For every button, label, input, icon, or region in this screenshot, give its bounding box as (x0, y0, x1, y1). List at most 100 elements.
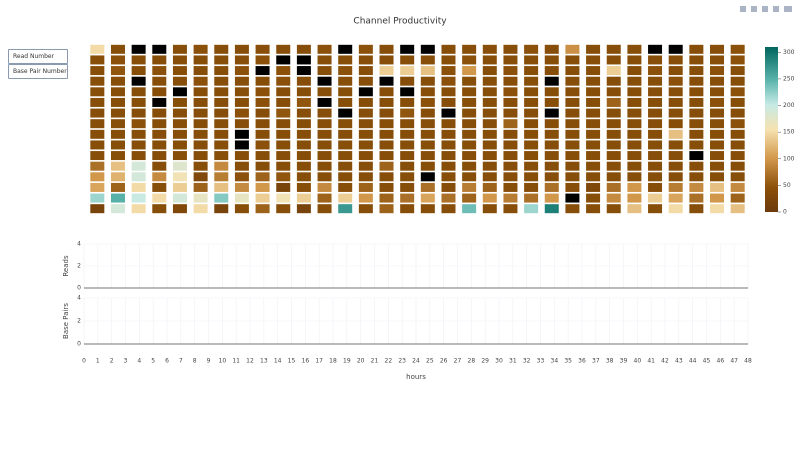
heatmap-cell (131, 87, 146, 97)
heatmap-cell (193, 76, 208, 86)
heatmap-cell (90, 172, 105, 182)
heatmap-cell (668, 193, 683, 203)
heatmap-cell (710, 151, 725, 161)
heatmap-cell (482, 108, 497, 118)
heatmap-cell (462, 182, 477, 192)
heatmap-cell (565, 182, 580, 192)
heatmap-cell (668, 161, 683, 171)
tool-icon[interactable] (740, 6, 746, 12)
x-tick-label: 11 (232, 358, 240, 365)
tool-icon[interactable] (751, 6, 757, 12)
heatmap-cell (214, 76, 229, 86)
heatmap-cell (462, 87, 477, 97)
missing-cell (668, 44, 683, 54)
heatmap-cell (606, 76, 621, 86)
heatmap-cell (586, 76, 601, 86)
x-tick-label: 37 (592, 358, 600, 365)
heatmap-cell (110, 108, 125, 118)
heatmap-cell (255, 172, 270, 182)
heatmap-cell (152, 76, 167, 86)
heatmap-cell (400, 76, 415, 86)
heatmap-cell (276, 151, 291, 161)
heatmap-cell (358, 151, 373, 161)
heatmap-cell (689, 140, 704, 150)
heatmap-cell (276, 76, 291, 86)
heatmap-cell (420, 55, 435, 65)
heatmap-cell (544, 119, 559, 129)
heatmap-cell (90, 119, 105, 129)
heatmap-cell (524, 55, 539, 65)
heatmap-cell (689, 161, 704, 171)
toolbar[interactable] (740, 6, 792, 12)
button[interactable]: Read Number (8, 49, 68, 64)
heatmap-cell (627, 44, 642, 54)
heatmap-cell (296, 108, 311, 118)
heatmap-cell (400, 55, 415, 65)
heatmap-cell (524, 129, 539, 139)
heatmap-cell (255, 44, 270, 54)
x-tick-label: 46 (717, 358, 725, 365)
tool-icon[interactable] (773, 6, 779, 12)
missing-cell (296, 55, 311, 65)
heatmap-cell (193, 182, 208, 192)
heatmap-cell (627, 151, 642, 161)
heatmap-cell (544, 55, 559, 65)
heatmap-cell (296, 129, 311, 139)
heatmap-cell (503, 76, 518, 86)
heatmap-cell (276, 129, 291, 139)
heatmap-cell (358, 182, 373, 192)
heatmap-cell (110, 151, 125, 161)
x-tick-label: 14 (274, 358, 282, 365)
missing-cell (358, 87, 373, 97)
heatmap-cell (648, 172, 663, 182)
heatmap-cell (689, 172, 704, 182)
heatmap-cell (648, 55, 663, 65)
x-tick-label: 32 (523, 358, 531, 365)
heatmap-cell (234, 182, 249, 192)
heatmap-cell (172, 119, 187, 129)
heatmap-cell (276, 182, 291, 192)
heatmap-cell (400, 66, 415, 76)
heatmap-cell (152, 140, 167, 150)
heatmap-cell (152, 193, 167, 203)
heatmap-cell (193, 204, 208, 214)
heatmap-cell (255, 97, 270, 107)
heatmap-cell (503, 129, 518, 139)
heatmap-cell (668, 172, 683, 182)
x-tick-label: 23 (398, 358, 406, 365)
heatmap-cell (255, 129, 270, 139)
heatmap-cell (710, 193, 725, 203)
heatmap-cell (627, 97, 642, 107)
heatmap-cell (317, 172, 332, 182)
tool-icon[interactable] (762, 6, 768, 12)
heatmap-cell (214, 161, 229, 171)
heatmap-cell (400, 161, 415, 171)
heatmap-cell (420, 204, 435, 214)
y-tick-label: 4 (77, 241, 81, 248)
tool-icon[interactable] (784, 6, 792, 12)
heatmap-cell (544, 193, 559, 203)
heatmap-cell (606, 204, 621, 214)
heatmap-cell (462, 108, 477, 118)
heatmap-cell (668, 129, 683, 139)
heatmap-cell (90, 129, 105, 139)
heatmap-cell (710, 87, 725, 97)
y-tick-label: 0 (77, 285, 81, 292)
heatmap-cell (420, 66, 435, 76)
heatmap-cell (730, 172, 745, 182)
heatmap-cell (710, 172, 725, 182)
colorbar-tick-label: 300 (783, 49, 795, 56)
heatmap-cell (317, 108, 332, 118)
button[interactable]: Base Pair Number (8, 64, 68, 79)
missing-cell (338, 44, 353, 54)
heatmap-cell (276, 161, 291, 171)
heatmap-cell (358, 140, 373, 150)
heatmap-cell (255, 140, 270, 150)
heatmap-cell (730, 204, 745, 214)
heatmap-cell (730, 66, 745, 76)
missing-cell (234, 129, 249, 139)
heatmap-cell (172, 161, 187, 171)
heatmap-cell (234, 119, 249, 129)
heatmap-cell (441, 193, 456, 203)
heatmap-cell (379, 161, 394, 171)
